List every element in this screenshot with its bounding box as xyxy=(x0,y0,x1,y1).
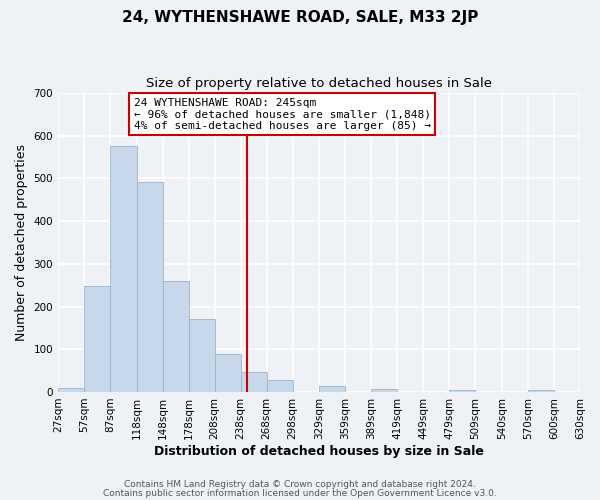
Bar xyxy=(371,389,397,392)
Text: 24 WYTHENSHAWE ROAD: 245sqm
← 96% of detached houses are smaller (1,848)
4% of s: 24 WYTHENSHAWE ROAD: 245sqm ← 96% of det… xyxy=(134,98,431,130)
Bar xyxy=(266,380,293,392)
Text: Contains HM Land Registry data © Crown copyright and database right 2024.: Contains HM Land Registry data © Crown c… xyxy=(124,480,476,489)
Bar xyxy=(215,354,241,392)
Bar xyxy=(110,146,137,392)
Bar xyxy=(319,386,346,392)
Bar xyxy=(58,388,84,392)
Title: Size of property relative to detached houses in Sale: Size of property relative to detached ho… xyxy=(146,78,492,90)
Bar xyxy=(528,390,554,392)
Y-axis label: Number of detached properties: Number of detached properties xyxy=(15,144,28,341)
Bar xyxy=(137,182,163,392)
Bar xyxy=(449,390,475,392)
Bar xyxy=(241,372,266,392)
Bar xyxy=(163,281,189,392)
Bar xyxy=(189,320,215,392)
Text: 24, WYTHENSHAWE ROAD, SALE, M33 2JP: 24, WYTHENSHAWE ROAD, SALE, M33 2JP xyxy=(122,10,478,25)
Bar xyxy=(84,286,110,392)
X-axis label: Distribution of detached houses by size in Sale: Distribution of detached houses by size … xyxy=(154,444,484,458)
Text: Contains public sector information licensed under the Open Government Licence v3: Contains public sector information licen… xyxy=(103,488,497,498)
